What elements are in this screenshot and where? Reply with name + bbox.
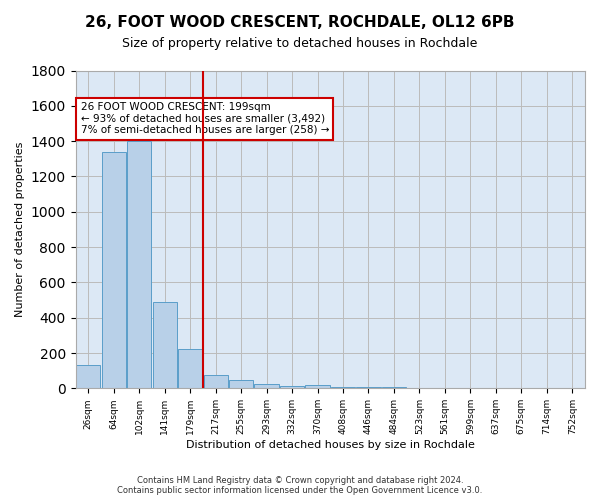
Y-axis label: Number of detached properties: Number of detached properties	[15, 142, 25, 317]
Bar	[280, 386, 304, 388]
Bar	[203, 375, 228, 388]
Text: 26 FOOT WOOD CRESCENT: 199sqm
← 93% of detached houses are smaller (3,492)
7% of: 26 FOOT WOOD CRESCENT: 199sqm ← 93% of d…	[80, 102, 329, 136]
Bar	[178, 348, 202, 389]
Bar	[76, 364, 100, 388]
Bar	[254, 384, 278, 388]
Bar	[101, 152, 126, 388]
Bar	[305, 385, 329, 388]
Text: Size of property relative to detached houses in Rochdale: Size of property relative to detached ho…	[122, 38, 478, 51]
Bar	[229, 380, 253, 388]
X-axis label: Distribution of detached houses by size in Rochdale: Distribution of detached houses by size …	[186, 440, 475, 450]
Bar	[127, 141, 151, 388]
Text: Contains HM Land Registry data © Crown copyright and database right 2024.
Contai: Contains HM Land Registry data © Crown c…	[118, 476, 482, 495]
Bar	[152, 302, 177, 388]
Text: 26, FOOT WOOD CRESCENT, ROCHDALE, OL12 6PB: 26, FOOT WOOD CRESCENT, ROCHDALE, OL12 6…	[85, 15, 515, 30]
